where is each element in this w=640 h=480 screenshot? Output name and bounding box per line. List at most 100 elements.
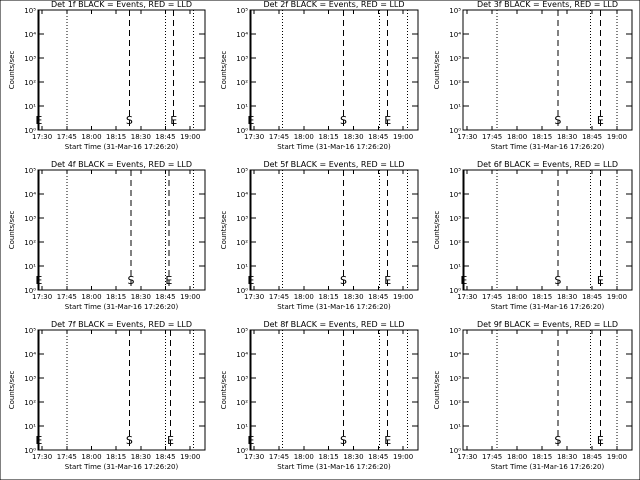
marker-label: E	[167, 434, 174, 447]
x-axis-label: Start Time (31-Mar-16 17:26:20)	[277, 463, 391, 471]
marker-label: S	[340, 274, 347, 287]
marker-label: E	[247, 114, 254, 127]
y-tick-label: 10²	[236, 399, 248, 407]
x-tick-label: 17:30	[457, 133, 477, 141]
x-tick-label: 18:30	[343, 293, 363, 301]
y-axis-label: Counts/sec	[220, 371, 228, 410]
x-tick-label: 17:30	[244, 293, 264, 301]
x-tick-label: 17:30	[32, 133, 52, 141]
marker-label: E	[165, 274, 172, 287]
x-tick-label: 17:30	[32, 293, 52, 301]
y-tick-label: 10⁵	[449, 7, 461, 15]
x-tick-label: 17:30	[244, 453, 264, 461]
x-tick-label: 17:30	[457, 293, 477, 301]
y-tick-label: 10⁵	[24, 7, 36, 15]
x-tick-label: 18:15	[532, 293, 552, 301]
y-tick-label: 10⁵	[236, 327, 248, 335]
y-tick-label: 10³	[24, 375, 36, 383]
marker-label: S	[126, 434, 133, 447]
x-tick-label: 18:45	[155, 133, 175, 141]
x-tick-label: 19:00	[393, 133, 413, 141]
x-tick-label: 18:00	[294, 133, 314, 141]
marker-label: E	[597, 114, 604, 127]
x-tick-label: 18:45	[155, 453, 175, 461]
x-tick-label: 17:45	[482, 133, 502, 141]
x-tick-label: 18:30	[557, 133, 577, 141]
x-axis-label: Start Time (31-Mar-16 17:26:20)	[491, 143, 605, 151]
marker-label: E	[597, 434, 604, 447]
x-tick-label: 18:00	[294, 453, 314, 461]
x-tick-label: 18:15	[106, 133, 126, 141]
x-tick-label: 17:30	[32, 453, 52, 461]
marker-label: E	[170, 114, 177, 127]
x-tick-label: 18:45	[582, 133, 602, 141]
x-tick-label: 17:45	[57, 133, 77, 141]
x-axis-label: Start Time (31-Mar-16 17:26:20)	[277, 303, 391, 311]
x-tick-label: 18:30	[343, 133, 363, 141]
x-tick-label: 18:00	[507, 133, 527, 141]
chart-title: Det 4f BLACK = Events, RED = LLD	[51, 160, 192, 169]
marker-label: E	[247, 274, 254, 287]
y-tick-label: 10³	[236, 55, 248, 63]
x-tick-label: 18:15	[319, 453, 339, 461]
marker-label: E	[35, 274, 42, 287]
x-tick-label: 18:30	[131, 293, 151, 301]
x-tick-label: 18:45	[368, 293, 388, 301]
x-tick-label: 18:45	[368, 133, 388, 141]
x-axis-label: Start Time (31-Mar-16 17:26:20)	[65, 463, 179, 471]
marker-label: E	[597, 274, 604, 287]
y-tick-label: 10⁴	[236, 191, 248, 199]
chart-title: Det 9f BLACK = Events, RED = LLD	[477, 320, 618, 329]
y-tick-label: 10³	[24, 215, 36, 223]
x-tick-label: 17:30	[457, 453, 477, 461]
x-tick-label: 18:15	[106, 293, 126, 301]
y-tick-label: 10²	[24, 79, 36, 87]
y-tick-label: 10⁰	[449, 447, 461, 455]
x-tick-label: 19:00	[607, 133, 627, 141]
y-tick-label: 10⁰	[236, 287, 248, 295]
x-tick-label: 19:00	[393, 293, 413, 301]
chart-title: Det 6f BLACK = Events, RED = LLD	[477, 160, 618, 169]
x-tick-label: 19:00	[180, 133, 200, 141]
y-axis-label: Counts/sec	[8, 371, 16, 410]
x-tick-label: 18:00	[81, 453, 101, 461]
plot-frame	[37, 169, 206, 291]
marker-label: S	[127, 274, 134, 287]
y-tick-label: 10⁴	[236, 31, 248, 39]
y-tick-label: 10¹	[449, 423, 461, 431]
y-tick-label: 10⁰	[236, 447, 248, 455]
y-tick-label: 10⁰	[236, 127, 248, 135]
y-tick-label: 10¹	[24, 263, 36, 271]
x-axis-label: Start Time (31-Mar-16 17:26:20)	[491, 303, 605, 311]
y-tick-label: 10⁴	[449, 31, 461, 39]
chart-title: Det 2f BLACK = Events, RED = LLD	[263, 0, 404, 9]
x-tick-label: 17:45	[269, 453, 289, 461]
y-tick-label: 10⁰	[24, 127, 36, 135]
chart-title: Det 3f BLACK = Events, RED = LLD	[477, 0, 618, 9]
y-tick-label: 10⁵	[449, 167, 461, 175]
y-tick-label: 10¹	[449, 103, 461, 111]
y-tick-label: 10⁵	[449, 327, 461, 335]
y-tick-label: 10³	[449, 215, 461, 223]
x-tick-label: 18:15	[532, 453, 552, 461]
marker-label: E	[384, 274, 391, 287]
x-tick-label: 19:00	[180, 293, 200, 301]
y-tick-label: 10⁴	[236, 351, 248, 359]
y-tick-label: 10⁰	[24, 287, 36, 295]
x-tick-label: 18:30	[131, 453, 151, 461]
x-tick-label: 18:30	[131, 133, 151, 141]
y-tick-label: 10¹	[449, 263, 461, 271]
x-tick-label: 18:00	[81, 293, 101, 301]
marker-label: S	[126, 114, 133, 127]
y-tick-label: 10⁴	[24, 191, 36, 199]
y-tick-label: 10²	[449, 399, 461, 407]
x-tick-label: 18:30	[557, 293, 577, 301]
x-tick-label: 18:00	[507, 453, 527, 461]
y-axis-label: Counts/sec	[433, 371, 441, 410]
x-tick-label: 17:45	[269, 133, 289, 141]
x-tick-label: 18:45	[582, 293, 602, 301]
chart-title: Det 5f BLACK = Events, RED = LLD	[263, 160, 404, 169]
y-tick-label: 10³	[449, 375, 461, 383]
y-tick-label: 10²	[24, 239, 36, 247]
